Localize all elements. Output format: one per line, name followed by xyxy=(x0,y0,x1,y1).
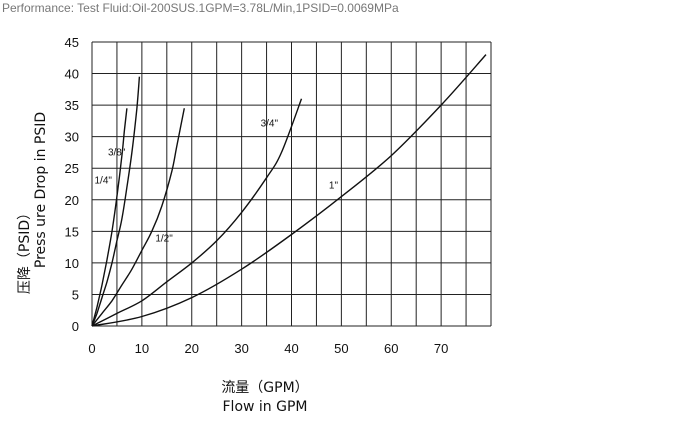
curve-1in xyxy=(91,54,487,327)
curve-1-4in xyxy=(91,108,128,327)
chart-caption: Performance: Test Fluid:Oil-200SUS.1GPM=… xyxy=(2,1,399,15)
curve-label-1-2in: 1/2" xyxy=(155,233,173,244)
x-tick-labels: 0 10 20 30 40 50 60 70 xyxy=(88,341,448,356)
y-tick-label: 35 xyxy=(65,98,79,113)
y-axis-title-cn: 压降（PSID） xyxy=(17,206,33,294)
x-axis-title-en: Flow in GPM xyxy=(223,399,308,415)
y-tick-label: 15 xyxy=(65,224,79,239)
y-tick-label: 45 xyxy=(65,35,79,50)
y-tick-label: 30 xyxy=(65,130,79,145)
grid xyxy=(91,41,492,327)
curve-1-2in xyxy=(91,108,185,327)
x-tick-label: 50 xyxy=(334,341,348,356)
y-tick-label: 0 xyxy=(72,319,79,334)
x-tick-label: 60 xyxy=(384,341,398,356)
y-tick-labels: 0 5 10 15 20 25 30 35 40 45 xyxy=(65,35,79,334)
x-tick-label: 20 xyxy=(185,341,199,356)
y-tick-label: 40 xyxy=(65,67,79,82)
curve-label-3-4in: 3/4" xyxy=(261,119,279,130)
y-tick-label: 20 xyxy=(65,193,79,208)
curve-3-4in xyxy=(91,98,303,327)
y-tick-label: 5 xyxy=(72,287,79,302)
y-axis-title: 压降（PSID） Press ure Drop in PSID xyxy=(17,112,49,294)
x-tick-label: 0 xyxy=(88,341,95,356)
x-tick-label: 40 xyxy=(284,341,298,356)
curves xyxy=(91,54,487,327)
x-tick-label: 70 xyxy=(434,341,448,356)
curve-label-1in: 1" xyxy=(329,180,339,191)
y-tick-label: 25 xyxy=(65,161,79,176)
curve-labels: 1/4" 3/8" 1/2" 3/4" 1" xyxy=(94,119,338,245)
curve-label-3-8in: 3/8" xyxy=(108,148,126,159)
x-tick-label: 30 xyxy=(234,341,248,356)
y-tick-label: 10 xyxy=(65,256,79,271)
curve-label-1-4in: 1/4" xyxy=(94,175,112,186)
y-axis-title-en: Press ure Drop in PSID xyxy=(33,112,49,268)
x-tick-label: 10 xyxy=(135,341,149,356)
x-axis-title-cn: 流量（GPM） xyxy=(221,380,308,396)
curve-3-8in xyxy=(91,76,141,327)
